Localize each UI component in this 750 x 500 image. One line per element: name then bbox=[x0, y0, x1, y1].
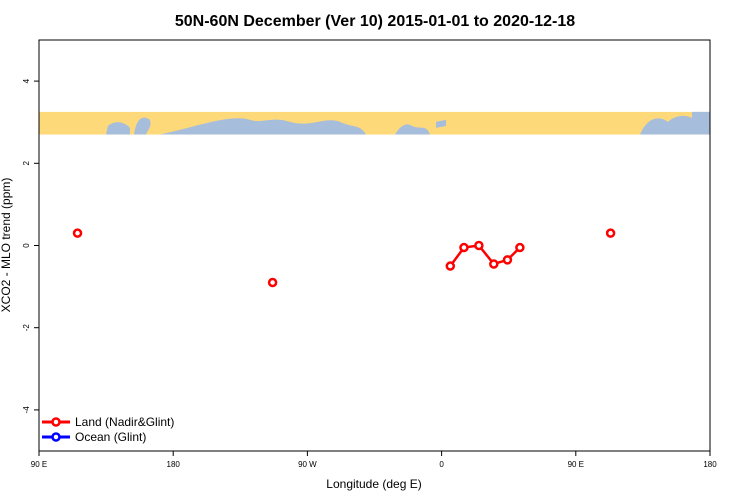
y-tick-label: 2 bbox=[22, 161, 31, 166]
data-point bbox=[72, 228, 83, 238]
data-point bbox=[515, 242, 525, 253]
data-point bbox=[445, 261, 456, 271]
y-axis-label: XCO2 - MLO trend (ppm) bbox=[0, 178, 13, 313]
y-axis: -4 -2 0 2 4 bbox=[22, 78, 39, 413]
map-ocean-region bbox=[134, 117, 151, 135]
data-point bbox=[267, 277, 278, 288]
y-tick-label: 0 bbox=[22, 243, 31, 248]
legend-swatch-marker bbox=[51, 432, 61, 442]
x-axis-label: Longitude (deg E) bbox=[326, 477, 421, 491]
plot-area-border bbox=[38, 39, 711, 452]
map-ocean-region bbox=[436, 119, 446, 128]
x-tick-label: 180 bbox=[703, 460, 717, 469]
map-ocean-region bbox=[395, 124, 430, 135]
data-point bbox=[474, 240, 484, 251]
data-point bbox=[502, 255, 513, 265]
map-ocean-region bbox=[692, 111, 710, 135]
legend-swatch-marker bbox=[51, 417, 61, 427]
map-ocean-region bbox=[640, 115, 692, 135]
legend: Land (Nadir&Glint)Ocean (Glint) bbox=[42, 415, 174, 444]
legend-label: Ocean (Glint) bbox=[75, 430, 146, 444]
data-point bbox=[459, 242, 469, 253]
map-ocean-region bbox=[106, 122, 130, 135]
series-layer bbox=[72, 228, 616, 288]
x-axis: 90 E 180 90 W 0 90 E 180 bbox=[31, 451, 717, 469]
map-ocean-region bbox=[160, 118, 366, 135]
y-tick-label: -4 bbox=[22, 406, 31, 414]
map-band bbox=[39, 111, 710, 135]
x-tick-label: 90 W bbox=[298, 460, 317, 469]
x-tick-label: 90 E bbox=[568, 460, 584, 469]
x-tick-label: 90 E bbox=[31, 460, 47, 469]
legend-label: Land (Nadir&Glint) bbox=[75, 415, 174, 429]
y-tick-label: 4 bbox=[22, 78, 31, 83]
x-tick-label: 0 bbox=[439, 460, 444, 469]
chart-title: 50N-60N December (Ver 10) 2015-01-01 to … bbox=[175, 13, 575, 30]
data-point bbox=[605, 228, 616, 238]
y-tick-label: -2 bbox=[22, 324, 31, 332]
x-tick-label: 180 bbox=[167, 460, 181, 469]
data-point bbox=[489, 259, 499, 269]
